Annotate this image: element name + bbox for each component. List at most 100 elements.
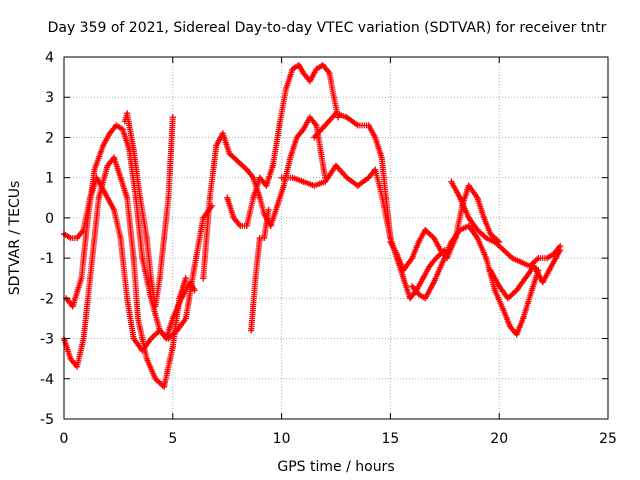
data-point [491, 239, 498, 246]
data-point [448, 178, 455, 185]
data-point [311, 134, 318, 141]
data-point [528, 287, 535, 294]
data-point [465, 182, 472, 189]
data-point [535, 255, 542, 262]
y-tick-label: 1 [45, 171, 54, 187]
data-point [546, 267, 553, 274]
data-point [387, 239, 394, 246]
series-track-13 [487, 247, 564, 302]
data-point [152, 303, 159, 310]
data-point [213, 142, 220, 149]
data-point [87, 275, 94, 282]
axis-ticks: 0 5 10 15 20 25 -5 -4 -3 -2 -1 0 1 2 3 4 [40, 50, 617, 447]
data-point [433, 255, 440, 262]
data-point [517, 259, 524, 266]
data-point [311, 182, 318, 189]
data-point [430, 279, 437, 286]
data-point [130, 335, 137, 342]
y-tick-label: -4 [40, 372, 54, 388]
data-point [274, 202, 281, 209]
chart-title: Day 359 of 2021, Sidereal Day-to-day VTE… [48, 20, 607, 36]
data-point [219, 130, 226, 137]
x-tick-label: 25 [599, 431, 617, 447]
data-point [465, 222, 472, 229]
data-point [182, 275, 189, 282]
data-point [422, 295, 429, 302]
data-point [289, 174, 296, 181]
data-point [230, 214, 237, 221]
data-point [400, 267, 407, 274]
data-point [95, 194, 102, 201]
data-point [483, 235, 490, 241]
data-point [278, 174, 285, 181]
data-point [165, 335, 172, 342]
data-point [383, 194, 390, 201]
data-point [104, 162, 111, 169]
data-point [406, 295, 413, 302]
data-point [130, 255, 137, 262]
data-point [124, 110, 131, 117]
data-point [256, 174, 263, 181]
data-point [74, 235, 81, 241]
data-point [265, 206, 272, 213]
data-point [376, 182, 383, 189]
data-point [200, 275, 207, 282]
data-point [169, 315, 176, 322]
data-point [313, 66, 320, 73]
data-point [422, 226, 429, 233]
y-axis-label: SDTVAR / TECUs [7, 181, 23, 296]
data-point [343, 114, 350, 121]
data-point [333, 162, 339, 169]
data-point [143, 355, 150, 362]
data-point [409, 255, 416, 262]
data-point [509, 255, 516, 262]
data-point [137, 194, 144, 201]
data-point [282, 86, 289, 93]
data-point [191, 263, 198, 270]
data-point [289, 66, 296, 73]
data-point [252, 275, 259, 282]
data-point [165, 194, 172, 201]
data-point [465, 214, 472, 221]
data-point [87, 194, 94, 201]
data-point [126, 122, 133, 129]
data-point [544, 255, 551, 262]
data-point [67, 235, 74, 241]
data-point [513, 331, 520, 338]
x-tick-label: 5 [168, 431, 177, 447]
data-point [226, 150, 233, 157]
y-tick-label: -2 [40, 291, 54, 307]
series-markers [278, 162, 394, 241]
data-point [326, 70, 333, 77]
data-point [148, 275, 155, 282]
y-tick-label: 2 [45, 130, 54, 146]
data-point [287, 154, 294, 161]
data-point [293, 134, 300, 141]
data-point [520, 315, 527, 322]
data-point [457, 194, 464, 201]
y-tick-label: -5 [40, 412, 54, 428]
data-point [531, 263, 538, 270]
data-point [500, 247, 507, 254]
data-point [206, 194, 213, 201]
data-point [507, 323, 514, 330]
data-point [426, 263, 433, 270]
data-point [243, 222, 250, 229]
y-tick-label: 4 [45, 50, 54, 66]
data-point [269, 162, 276, 169]
data-point [330, 94, 337, 101]
data-point [400, 275, 407, 282]
data-point [156, 275, 163, 282]
data-point [139, 347, 146, 354]
x-tick-label: 0 [60, 431, 69, 447]
data-point [248, 327, 255, 334]
data-point [280, 182, 287, 189]
series-markers [248, 206, 272, 334]
data-point [121, 118, 128, 125]
data-point [191, 287, 198, 294]
data-point [296, 62, 303, 69]
data-point [263, 182, 270, 189]
series-track-8 [278, 162, 394, 241]
data-point [100, 142, 107, 149]
data-point [457, 226, 464, 233]
